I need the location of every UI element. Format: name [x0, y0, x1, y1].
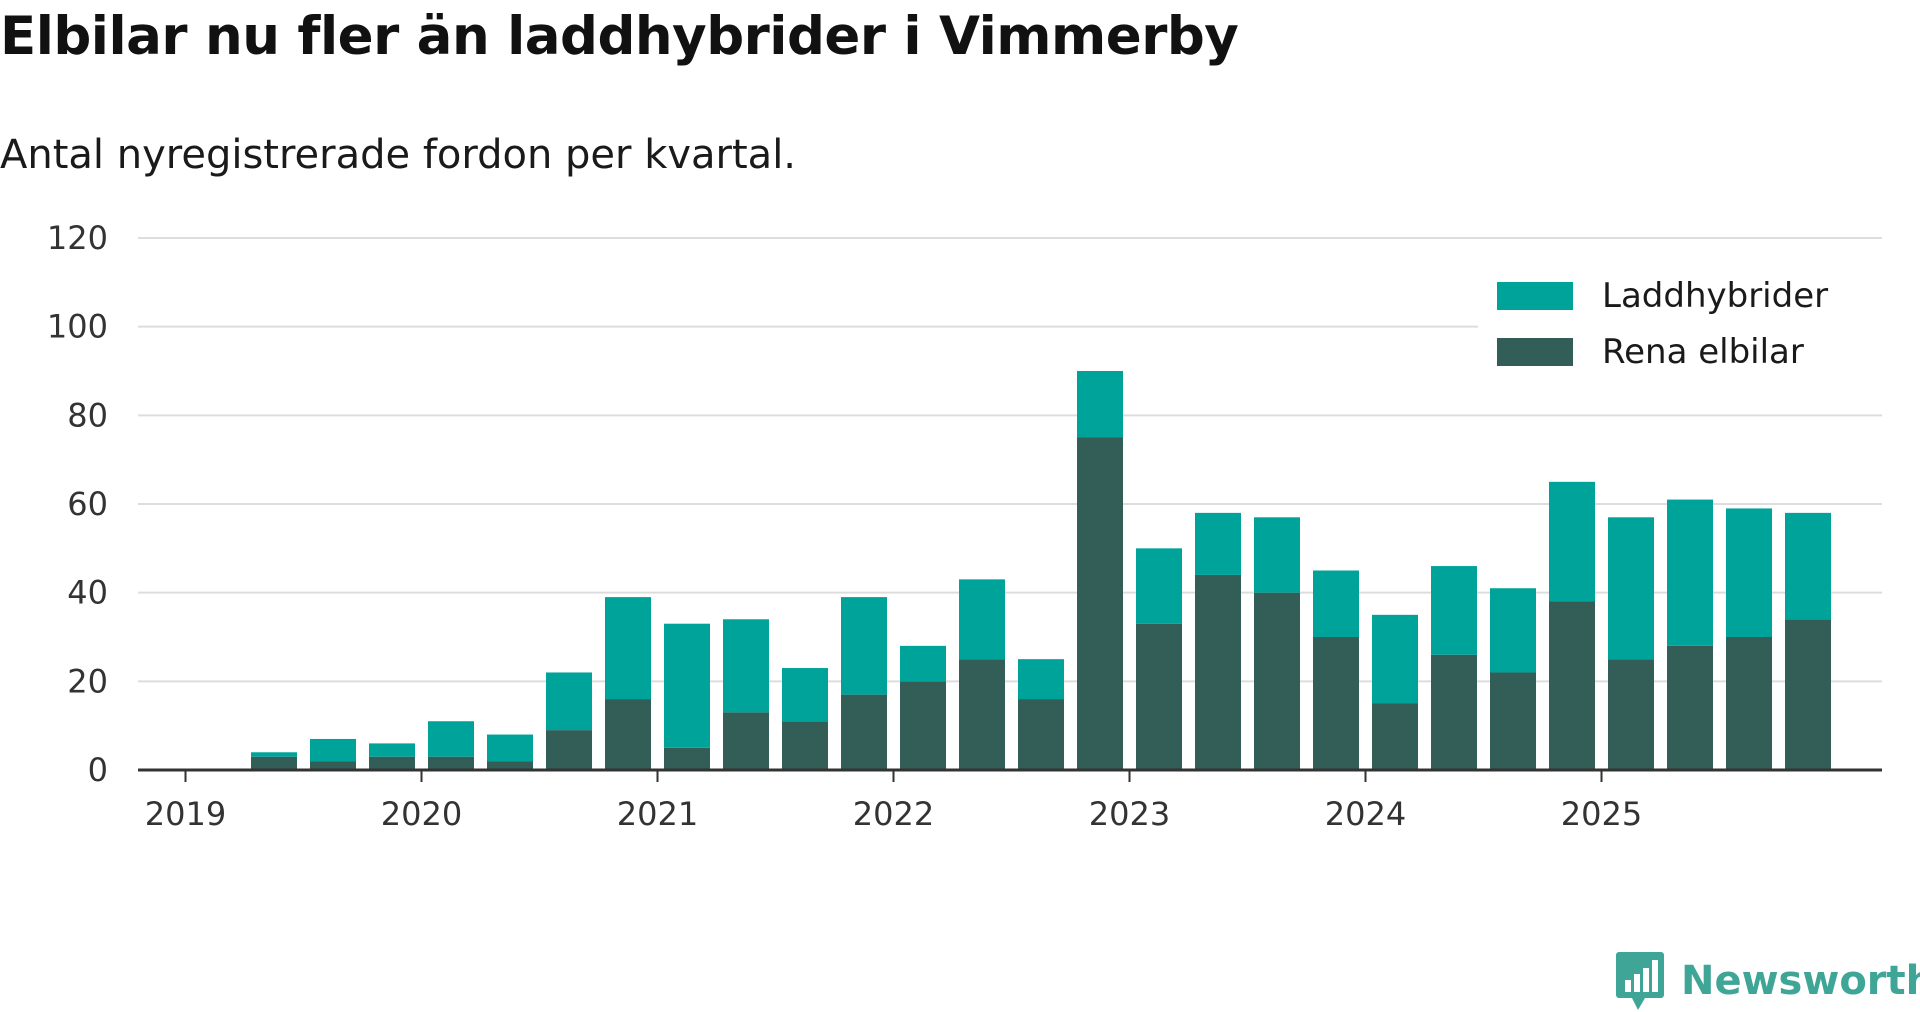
- y-axis-ticks: 0 20 40 60 80 100 120: [47, 219, 108, 789]
- bar-rena-elbilar: [1313, 637, 1359, 770]
- bar-rena-elbilar: [1077, 437, 1123, 770]
- bar-rena-elbilar: [664, 747, 710, 770]
- legend-label-laddhybrider: Laddhybrider: [1602, 276, 1828, 316]
- chart-title: Elbilar nu fler än laddhybrider i Vimmer…: [0, 6, 1239, 67]
- bar-rena-elbilar: [723, 712, 769, 770]
- x-tick-label: 2023: [1089, 795, 1170, 833]
- bar-rena-elbilar: [1431, 654, 1477, 770]
- bar-laddhybrider: [605, 597, 651, 700]
- bar-rena-elbilar: [310, 761, 356, 770]
- bar-rena-elbilar: [1667, 645, 1713, 770]
- x-tick-label: 2021: [617, 795, 698, 833]
- bar-laddhybrider: [369, 743, 415, 757]
- y-tick-label: 60: [67, 485, 108, 523]
- bar-rena-elbilar: [1490, 672, 1536, 770]
- bar-rena-elbilar: [546, 730, 592, 770]
- bar-laddhybrider: [1608, 517, 1654, 660]
- brand-logo: Newsworthy: [1615, 950, 1920, 1012]
- bar-rena-elbilar: [369, 756, 415, 770]
- bar-laddhybrider: [1018, 659, 1064, 700]
- bar-rena-elbilar: [1785, 619, 1831, 770]
- bar-laddhybrider: [487, 734, 533, 762]
- bar-laddhybrider: [841, 597, 887, 695]
- bars: [251, 371, 1831, 770]
- x-tick-label: 2020: [381, 795, 462, 833]
- bar-rena-elbilar: [1254, 592, 1300, 770]
- bar-laddhybrider: [1077, 371, 1123, 438]
- bar-laddhybrider: [1195, 512, 1241, 575]
- x-tick-label: 2024: [1325, 795, 1406, 833]
- x-tick-label: 2022: [853, 795, 934, 833]
- bar-rena-elbilar: [1195, 574, 1241, 770]
- y-tick-label: 120: [47, 219, 108, 257]
- y-tick-label: 80: [67, 396, 108, 434]
- bar-rena-elbilar: [900, 681, 946, 770]
- bar-rena-elbilar: [1608, 659, 1654, 770]
- bar-laddhybrider: [1549, 481, 1595, 602]
- bar-rena-elbilar: [251, 756, 297, 770]
- bar-laddhybrider: [1667, 499, 1713, 646]
- bar-laddhybrider: [1254, 517, 1300, 593]
- y-tick-label: 0: [88, 751, 108, 789]
- bar-laddhybrider: [1372, 614, 1418, 704]
- bar-laddhybrider: [1431, 566, 1477, 655]
- bar-rena-elbilar: [605, 699, 651, 770]
- legend-label-rena-elbilar: Rena elbilar: [1602, 332, 1804, 372]
- bar-rena-elbilar: [782, 721, 828, 770]
- legend-swatch-laddhybrider: [1497, 282, 1573, 310]
- bar-laddhybrider: [900, 645, 946, 682]
- x-tick-label: 2019: [145, 795, 226, 833]
- bar-rena-elbilar: [1018, 699, 1064, 770]
- legend: Laddhybrider Rena elbilar: [1478, 272, 1888, 382]
- legend-swatch-rena-elbilar: [1497, 338, 1573, 366]
- bar-chart-speech-bubble-icon: [1616, 952, 1664, 1010]
- bar-rena-elbilar: [487, 761, 533, 770]
- bar-laddhybrider: [428, 721, 474, 757]
- y-tick-label: 40: [67, 574, 108, 612]
- bar-laddhybrider: [959, 579, 1005, 660]
- bar-rena-elbilar: [428, 756, 474, 770]
- bar-laddhybrider: [1490, 588, 1536, 673]
- bar-laddhybrider: [251, 752, 297, 757]
- chart-subtitle: Antal nyregistrerade fordon per kvartal.: [0, 132, 797, 178]
- bar-laddhybrider: [310, 738, 356, 762]
- bar-laddhybrider: [1785, 512, 1831, 620]
- bar-laddhybrider: [723, 619, 769, 713]
- brand-name: Newsworthy: [1681, 958, 1920, 1004]
- y-tick-label: 100: [47, 308, 108, 346]
- bar-laddhybrider: [1313, 570, 1359, 637]
- bar-rena-elbilar: [1136, 623, 1182, 770]
- bar-rena-elbilar: [1549, 601, 1595, 770]
- bar-laddhybrider: [782, 668, 828, 722]
- x-axis-ticks: 2019 2020 2021 2022 2023 2024 2025: [145, 770, 1642, 833]
- bar-laddhybrider: [1136, 548, 1182, 624]
- x-tick-label: 2025: [1561, 795, 1642, 833]
- y-tick-label: 20: [67, 662, 108, 700]
- bar-rena-elbilar: [1726, 637, 1772, 770]
- bar-laddhybrider: [546, 672, 592, 731]
- bar-laddhybrider: [664, 623, 710, 748]
- bar-rena-elbilar: [959, 659, 1005, 770]
- bar-laddhybrider: [1726, 508, 1772, 637]
- bar-rena-elbilar: [841, 694, 887, 770]
- bar-rena-elbilar: [1372, 703, 1418, 770]
